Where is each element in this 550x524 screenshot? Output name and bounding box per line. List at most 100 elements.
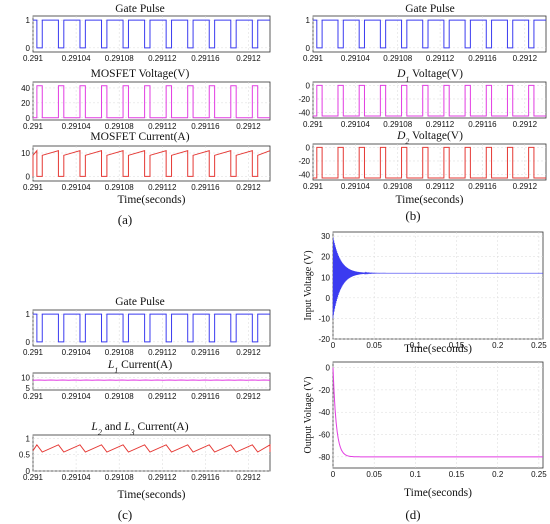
y-tick-label: 0 xyxy=(26,172,31,181)
chart-b3: 0.291 0.29104 0.29108 0.29112 0.29116 0.2912 0… xyxy=(298,130,547,206)
plot-frame xyxy=(32,309,271,347)
x-tick-label: 0.291 xyxy=(303,120,324,129)
series-line xyxy=(332,367,543,458)
x-tick-label: 0.2 xyxy=(492,470,504,479)
x-tick-label: 0.29112 xyxy=(148,392,177,401)
chart-title: Gate Pulse xyxy=(405,3,455,15)
chart-title: D1 Voltage(V) xyxy=(396,68,463,84)
chart-a3: 0.291 0.29104 0.29108 0.29112 0.29116 0.2912 0… xyxy=(21,131,271,206)
x-tick-label: 0.2912 xyxy=(236,122,261,131)
y-tick-label: 0 xyxy=(306,81,311,90)
x-tick-label: 0.29104 xyxy=(341,54,370,63)
series-line xyxy=(32,443,271,453)
chart-title: D2 Voltage(V) xyxy=(396,130,463,146)
y-tick-label: 20 xyxy=(321,253,330,262)
plot-frame xyxy=(32,372,271,391)
x-tick-label: 0.1 xyxy=(410,341,422,350)
y-axis-label: Input Voltage (V) xyxy=(303,250,314,320)
plot-frame xyxy=(312,15,547,53)
x-tick-label: 0.29112 xyxy=(148,54,177,63)
x-tick-label: 0.05 xyxy=(366,341,382,350)
x-tick-label: 0.29116 xyxy=(468,182,497,191)
x-tick-label: 0.29116 xyxy=(468,54,497,63)
y-tick-label: 0 xyxy=(26,44,31,53)
x-tick-label: 0.29104 xyxy=(341,182,370,191)
series-line xyxy=(33,313,270,343)
x-tick-label: 0.291 xyxy=(23,473,44,482)
y-tick-label: -20 xyxy=(318,386,330,395)
x-tick-label: 0.29116 xyxy=(191,183,220,192)
x-tick-label: 0.2912 xyxy=(236,54,261,63)
y-tick-label: 10 xyxy=(21,149,30,158)
chart-c1: 0.291 0.29104 0.29108 0.29112 0.29116 0.2912 0… xyxy=(23,296,271,357)
chart-title: L2 and L3 Current(A) xyxy=(90,421,188,437)
y-tick-label: 1 xyxy=(26,310,31,319)
x-tick-label: 0.29104 xyxy=(62,473,91,482)
y-tick-label: -20 xyxy=(298,95,310,104)
series-line xyxy=(313,146,546,179)
y-axis-label: Output Voltage (V) xyxy=(303,377,314,454)
x-tick-label: 0.29116 xyxy=(191,392,220,401)
y-tick-label: 0 xyxy=(306,143,311,152)
x-tick-label: 0.29112 xyxy=(148,473,177,482)
panel-label-b: (b) xyxy=(405,208,420,223)
x-tick-label: 0.291 xyxy=(23,183,44,192)
x-tick-label: 0.2 xyxy=(492,341,504,350)
x-tick-label: 0 xyxy=(331,470,336,479)
x-tick-label: 0.29112 xyxy=(426,54,455,63)
series-line xyxy=(32,149,271,177)
plot-frame xyxy=(32,15,271,53)
y-tick-label: 10 xyxy=(321,273,330,282)
chart-d1: 0 0.05 0.1 0.15 0.2 0.25 30 20 10 0 -10 -20 Time(sec… xyxy=(303,231,547,355)
chart-b1: 0.291 0.29104 0.29108 0.29112 0.29116 0.2912 0… xyxy=(303,3,547,63)
x-tick-label: 0.2912 xyxy=(513,182,538,191)
x-tick-label: 0.29104 xyxy=(62,54,91,63)
x-tick-label: 0.29108 xyxy=(383,120,412,129)
y-tick-label: -40 xyxy=(298,109,310,118)
y-tick-label: -40 xyxy=(318,408,330,417)
y-tick-label: 0 xyxy=(26,114,31,123)
y-tick-label: -10 xyxy=(318,314,330,323)
x-tick-label: 0.15 xyxy=(449,470,465,479)
y-tick-label: -20 xyxy=(318,335,330,344)
y-tick-label: 0 xyxy=(326,294,331,303)
y-tick-label: 0 xyxy=(26,338,31,347)
x-tick-label: 0.29108 xyxy=(383,54,412,63)
x-tick-label: 0.05 xyxy=(366,470,382,479)
chart-title: MOSFET Current(A) xyxy=(90,131,189,143)
plot-frame xyxy=(332,361,544,469)
y-tick-label: 0.5 xyxy=(19,451,31,460)
x-tick-label: 0.2912 xyxy=(513,54,538,63)
plot-frame xyxy=(32,434,271,472)
y-tick-label: 10 xyxy=(21,373,30,382)
chart-d2: 0 0.05 0.1 0.15 0.2 0.25 0 -20 -40 -60 -80 Time(sec… xyxy=(303,361,547,499)
y-tick-label: 1 xyxy=(26,434,31,443)
y-tick-label: 1 xyxy=(306,16,311,25)
x-tick-label: 0.291 xyxy=(303,54,324,63)
plot-frame xyxy=(32,81,271,121)
x-axis-label: Time(seconds) xyxy=(404,343,472,355)
x-tick-label: 0.29104 xyxy=(62,392,91,401)
x-tick-label: 0.291 xyxy=(303,182,324,191)
y-tick-label: -40 xyxy=(298,171,310,180)
y-tick-label: -20 xyxy=(298,157,310,166)
x-axis-label: Time(seconds) xyxy=(118,194,186,206)
panel-label-c: (c) xyxy=(118,507,132,522)
x-tick-label: 0.2912 xyxy=(236,392,261,401)
y-tick-label: 5 xyxy=(26,384,31,393)
x-tick-label: 0.29108 xyxy=(105,183,134,192)
x-tick-label: 0.25 xyxy=(531,341,547,350)
x-tick-label: 0.291 xyxy=(23,122,44,131)
x-tick-label: 0.2912 xyxy=(513,120,538,129)
x-tick-label: 0.29116 xyxy=(468,120,497,129)
x-tick-label: 0.29108 xyxy=(105,122,134,131)
x-tick-label: 0.25 xyxy=(531,470,547,479)
x-tick-label: 0.29108 xyxy=(383,182,412,191)
series-line xyxy=(313,84,546,117)
x-tick-label: 0.29112 xyxy=(148,183,177,192)
y-tick-label: 20 xyxy=(21,99,30,108)
x-axis-label: Time(seconds) xyxy=(118,489,186,501)
series-line xyxy=(33,19,270,49)
x-tick-label: 0.29116 xyxy=(191,348,220,357)
